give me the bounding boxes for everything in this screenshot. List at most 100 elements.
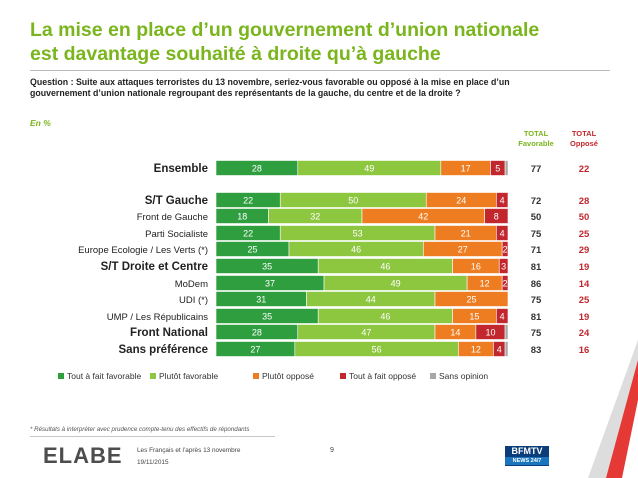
total-favorable-value: 77 [531,164,542,175]
bar-segment [496,225,509,241]
data-label: 46 [380,312,390,322]
data-label: 22 [243,229,253,239]
data-label: 24 [456,196,466,206]
bar-segment [504,324,509,340]
data-label: 49 [364,164,374,174]
bar-segment [496,308,509,324]
total-oppose-value: 24 [579,328,590,339]
data-label: 27 [250,345,260,355]
data-label: 3 [501,262,506,272]
footer-meta: Les Français et l’après 13 novembre 19/1… [137,445,240,469]
data-label: 25 [466,295,476,305]
bar-segment [498,258,509,274]
data-label: 2 [503,245,508,255]
total-oppose-value: 29 [579,245,590,256]
data-label: 50 [348,196,358,206]
category-label: Ensemble [154,163,208,175]
data-label: 56 [372,345,382,355]
legend-label: Plutôt opposé [262,371,314,381]
total-favorable-value: 50 [531,212,542,223]
data-label: 2 [503,279,508,289]
data-label: 47 [361,328,371,338]
total-favorable-value: 71 [531,245,542,256]
data-label: 4 [500,229,505,239]
total-oppose-value: 16 [579,345,590,356]
legend-swatch [150,373,156,379]
data-label: 15 [469,312,479,322]
column-header-favorable: TOTAL Favorable [508,129,564,149]
bar-segment [501,275,509,291]
data-label: 46 [351,245,361,255]
data-label: 32 [310,212,320,222]
column-header-oppose-line1: TOTAL [571,129,597,138]
total-oppose-value: 50 [579,212,590,223]
total-oppose-value: 28 [579,196,590,207]
total-favorable-value: 83 [531,345,542,356]
data-label: 8 [494,212,499,222]
legend-label: Tout à fait favorable [67,371,141,381]
data-label: 10 [485,328,495,338]
data-label: 25 [247,245,257,255]
total-oppose-value: 14 [579,279,590,290]
category-label: S/T Droite et Centre [101,261,208,273]
bar-segment [434,291,509,307]
footnote: * Résultats à interpréter avec prudence … [30,426,250,433]
column-header-oppose: TOTAL Opposé [556,129,612,149]
legend-swatch [253,373,259,379]
data-label: 14 [450,328,460,338]
total-favorable-value: 81 [531,312,542,323]
category-label: Sans préférence [119,344,209,356]
total-oppose-value: 19 [579,262,590,273]
data-label: 16 [471,262,481,272]
data-label: 4 [500,312,505,322]
data-label: 46 [380,262,390,272]
category-label: Front de Gauche [137,212,208,223]
data-label: 35 [262,312,272,322]
total-favorable-value: 75 [531,229,542,240]
bar-segment [504,341,509,357]
total-favorable-value: 75 [531,295,542,306]
column-header-favorable-line2: Favorable [518,139,554,148]
column-header-oppose-line2: Opposé [570,139,598,148]
footer-meta-date: 19/11/2015 [137,459,169,466]
data-label: 53 [353,229,363,239]
data-label: 37 [265,279,275,289]
page-title: La mise en place d’un gouvernement d’uni… [30,18,550,66]
data-label: 17 [461,164,471,174]
data-label: 12 [480,279,490,289]
footer-divider [30,436,275,437]
data-label: 4 [497,345,502,355]
legend-label: Plutôt favorable [159,371,218,381]
total-favorable-value: 86 [531,279,542,290]
bfmtv-logo: BFMTV NEWS 24/7 [505,446,549,466]
data-label: 44 [366,295,376,305]
data-label: 31 [256,295,266,305]
decorative-a-shape [588,340,638,478]
category-label: Front National [130,327,208,339]
title-line-1: La mise en place d’un gouvernement d’uni… [30,19,540,41]
category-label: UMP / Les Républicains [107,312,208,323]
category-label: Europe Ecologie / Les Verts (*) [78,245,208,256]
title-line-2: est davantage souhaité à droite qu’à gau… [30,43,441,65]
data-label: 21 [461,229,471,239]
total-favorable-value: 75 [531,328,542,339]
bar-segment [501,241,509,257]
legend-label: Tout à fait opposé [349,371,416,381]
legend-swatch [340,373,346,379]
bar-segment [484,208,509,224]
category-label: MoDem [175,279,208,290]
bar-segment [496,192,509,208]
legend-swatch [58,373,64,379]
page-number: 9 [330,447,334,454]
legend-label: Sans opinion [439,371,488,381]
data-label: 27 [458,245,468,255]
category-label: S/T Gauche [145,195,208,207]
question-text: Question : Suite aux attaques terroriste… [30,77,510,98]
data-label: 35 [262,262,272,272]
total-oppose-value: 22 [579,164,590,175]
total-favorable-value: 81 [531,262,542,273]
legend-swatch [430,373,436,379]
data-label: 49 [391,279,401,289]
bfmtv-logo-top: BFMTV [511,446,543,456]
unit-label: En % [30,118,51,128]
